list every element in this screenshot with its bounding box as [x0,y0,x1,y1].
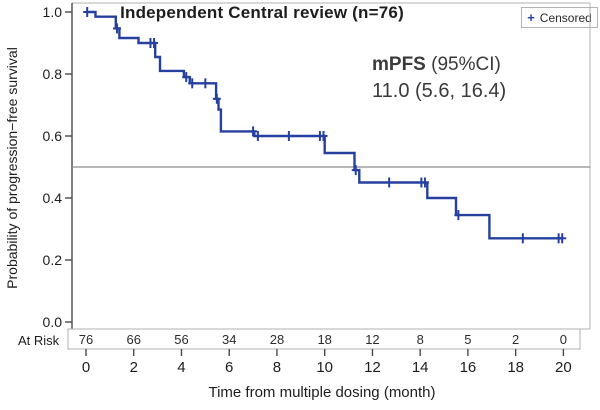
median-annotation-value: 11.0 (5.6, 16.4) [372,80,507,102]
x-tick-label: 4 [177,359,185,376]
x-tick-label: 10 [316,359,333,376]
at-risk-count: 0 [560,332,567,347]
x-tick-label: 20 [555,359,572,376]
at-risk-count: 12 [365,332,379,347]
at-risk-label: At Risk [18,333,60,348]
x-tick-label: 18 [507,359,524,376]
x-tick-label: 16 [460,359,477,376]
chart-title: Independent Central review (n=76) [120,3,404,22]
at-risk-count: 2 [512,332,519,347]
survival-curve [86,10,563,240]
at-risk-count: 5 [464,332,471,347]
median-annotation-mpfs: mPFS [372,54,426,75]
y-tick-label: 0.4 [43,190,63,206]
at-risk-count: 28 [270,332,284,347]
x-tick-label: 12 [364,359,381,376]
x-tick-label: 8 [273,359,281,376]
median-annotation-ci-label: (95%CI) [425,54,501,75]
x-axis-label: Time from multiple dosing (month) [208,384,436,401]
y-tick-label: 0.6 [43,128,63,144]
y-tick-label: 0.0 [43,314,63,330]
median-annotation-header: mPFS (95%CI) [372,54,506,76]
x-tick-label: 6 [225,359,233,376]
at-risk-count: 34 [222,332,236,347]
at-risk-count: 8 [417,332,424,347]
censor-marks [83,7,567,244]
y-tick-label: 0.8 [43,66,63,82]
y-tick-label: 1.0 [43,4,63,20]
at-risk-count: 76 [79,332,93,347]
x-tick-label: 0 [82,359,90,376]
y-tick-label: 0.2 [43,252,63,268]
median-annotation: mPFS (95%CI) 11.0 (5.6, 16.4) [372,54,506,103]
x-tick-label: 14 [412,359,429,376]
at-risk-count: 18 [317,332,331,347]
censored-legend: + Censored [521,7,598,28]
censored-plus-icon: + [527,10,535,25]
x-tick-label: 2 [130,359,138,376]
at-risk-count: 66 [127,332,141,347]
censored-legend-label: Censored [539,10,592,25]
at-risk-count: 56 [174,332,188,347]
